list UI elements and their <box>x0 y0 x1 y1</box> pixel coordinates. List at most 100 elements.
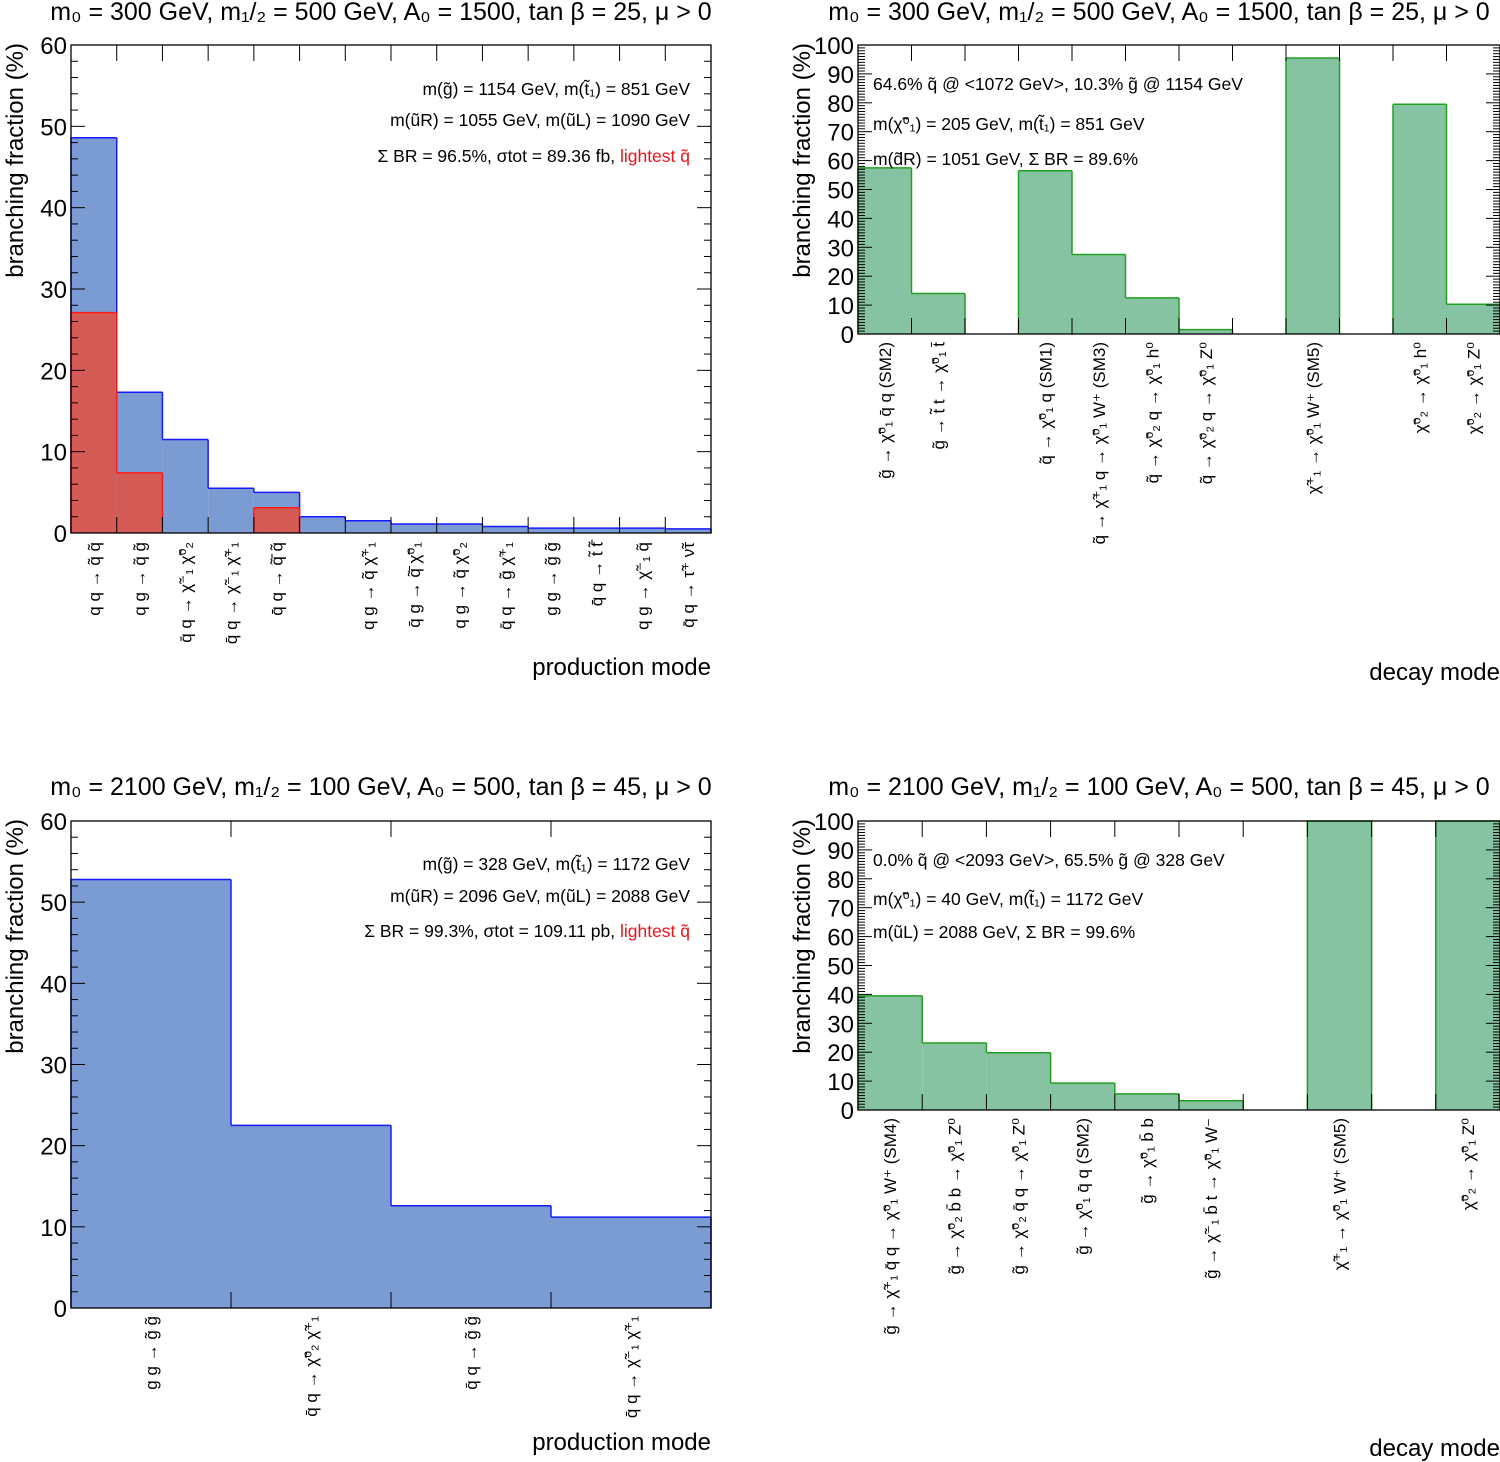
y-tick-label: 40 <box>827 206 854 233</box>
info-line: m(g̃) = 328 GeV, m(t̃₁) = 1172 GeV <box>422 854 690 874</box>
info-line: m(ũR) = 1055 GeV, m(ũL) = 1090 GeV <box>390 110 690 130</box>
chart-top-right: m₀ = 300 GeV, m₁/₂ = 500 GeV, A₀ = 1500,… <box>789 0 1500 686</box>
y-tick-label: 50 <box>827 954 854 981</box>
bar-decays-10 <box>1393 104 1447 335</box>
bar-decays-8 <box>1286 58 1340 334</box>
bar-decays-0 <box>858 995 923 1110</box>
category-label: χ̃⁰₂ → χ̃⁰₁ h⁰ <box>1411 342 1430 433</box>
y-tick-label: 0 <box>841 322 854 349</box>
y-tick-label: 80 <box>827 867 854 894</box>
bar-decays-1 <box>911 293 965 334</box>
x-axis-title: decay mode <box>1369 1435 1500 1462</box>
category-label: g g → g̃ g̃ <box>142 1316 161 1390</box>
y-tick-label: 30 <box>40 277 67 304</box>
y-tick-label: 0 <box>54 521 67 548</box>
lightest-squark-label: lightest q̃ <box>620 921 690 941</box>
info-line: 0.0% q̃ @ <2093 GeV>, 65.5% g̃ @ 328 GeV <box>873 850 1225 870</box>
info-line: m(χ̃⁰₁) = 205 GeV, m(t̃₁) = 851 GeV <box>873 114 1145 134</box>
bar-all-2 <box>162 439 209 533</box>
category-label: q q → q̃ q̃ <box>85 542 104 616</box>
category-label: q̄ q → τ̃⁺ ν̃τ <box>679 542 698 628</box>
y-tick-label: 20 <box>40 1134 67 1161</box>
y-tick-label: 0 <box>54 1296 67 1323</box>
category-label: g̃ → χ̃⁰₂ b̄ b → χ̃⁰₁ Z⁰ <box>945 1118 964 1275</box>
bar-all-3 <box>551 1217 711 1308</box>
category-label: χ̃⁺₁ → χ̃⁰₁ W⁺ (SM5) <box>1304 342 1323 494</box>
info-line: m(ũL) = 2088 GeV, Σ BR = 99.6% <box>873 922 1135 942</box>
chart-bottom-left: m₀ = 2100 GeV, m₁/₂ = 100 GeV, A₀ = 500,… <box>2 773 712 1456</box>
chart-bottom-right: m₀ = 2100 GeV, m₁/₂ = 100 GeV, A₀ = 500,… <box>789 773 1500 1462</box>
y-tick-label: 90 <box>827 838 854 865</box>
info-line: m(d̃R) = 1051 GeV, Σ BR = 89.6% <box>873 149 1138 169</box>
y-tick-label: 60 <box>827 925 854 952</box>
info-line: Σ BR = 96.5%, σtot = 89.36 fb, lightest … <box>377 146 690 166</box>
category-label: q g → χ̃⁻₁ q̃ <box>633 542 652 630</box>
y-tick-label: 100 <box>814 33 854 60</box>
bar-decays-5 <box>1125 297 1179 334</box>
bar-decays-0 <box>858 167 912 334</box>
y-tick-label: 50 <box>827 178 854 205</box>
bar-decays-4 <box>1114 1093 1179 1110</box>
category-label: q̄ q → χ̃⁻₁ χ̃⁺₁ <box>622 1316 641 1418</box>
y-tick-label: 10 <box>827 293 854 320</box>
category-label: q̃ → χ̃⁰₂ q → χ̃⁰₁ Z⁰ <box>1197 342 1216 484</box>
bar-decays-11 <box>1446 304 1500 334</box>
y-tick-label: 30 <box>40 1053 67 1080</box>
y-axis-title: branching fraction (%) <box>2 819 29 1054</box>
bar-lightest-q--1 <box>116 472 163 533</box>
category-label: q̃ → χ̃⁺₁ q → χ̃⁰₁ W⁺ (SM3) <box>1090 342 1109 544</box>
bar-decays-3 <box>1050 1083 1115 1110</box>
category-label: q g → q̃ g̃ <box>131 542 150 616</box>
category-label: g g → g̃ g̃ <box>542 542 561 616</box>
y-tick-label: 10 <box>827 1069 854 1096</box>
bar-decays-1 <box>922 1042 987 1110</box>
x-axis-title: decay mode <box>1369 659 1500 686</box>
bar-all-1 <box>231 1125 391 1308</box>
category-label: g̃ → χ̃⁰₂ q̄ q → χ̃⁰₁ Z⁰ <box>1010 1118 1029 1275</box>
bar-all-10 <box>528 528 574 533</box>
category-label: g̃ → t̃ t → χ̃⁰₁ t̄ <box>929 342 948 450</box>
info-line: m(g̃) = 1154 GeV, m(t̃₁) = 851 GeV <box>422 79 690 99</box>
chart-title: m₀ = 300 GeV, m₁/₂ = 500 GeV, A₀ = 1500,… <box>50 0 711 26</box>
bar-decays-4 <box>1072 254 1126 334</box>
info-line: m(ũR) = 2096 GeV, m(ũL) = 2088 GeV <box>390 886 690 906</box>
y-tick-label: 70 <box>827 120 854 147</box>
bar-all-5 <box>299 516 346 533</box>
bar-all-13 <box>665 528 711 533</box>
y-tick-label: 70 <box>827 896 854 923</box>
y-tick-label: 50 <box>40 890 67 917</box>
bar-all-12 <box>619 528 666 533</box>
bar-all-2 <box>391 1205 551 1308</box>
info-line: Σ BR = 99.3%, σtot = 109.11 pb, lightest… <box>364 921 690 941</box>
y-tick-label: 40 <box>827 982 854 1009</box>
bar-all-9 <box>482 526 529 533</box>
chart-title: m₀ = 2100 GeV, m₁/₂ = 100 GeV, A₀ = 500,… <box>828 773 1489 801</box>
category-label: g̃ → χ̃⁰₁ q̄ q (SM2) <box>876 342 895 479</box>
y-axis-title: branching fraction (%) <box>789 43 816 278</box>
category-label: q̄ q → g̃ g̃ <box>462 1316 481 1390</box>
y-tick-label: 60 <box>827 149 854 176</box>
chart-title: m₀ = 300 GeV, m₁/₂ = 500 GeV, A₀ = 1500,… <box>828 0 1489 26</box>
category-label: χ̃⁺₁ → χ̃⁰₁ W⁺ (SM5) <box>1331 1118 1350 1270</box>
category-label: g̃ → χ̃⁰₁ q̄ q (SM2) <box>1074 1118 1093 1255</box>
category-label: g̃ → χ̃⁺₁ q̄ q → χ̃⁰₁ W⁺ (SM4) <box>881 1118 900 1335</box>
y-tick-label: 90 <box>827 62 854 89</box>
bar-lightest-q--0 <box>71 312 117 533</box>
category-label: q̄ q → χ̃⁻₁ χ̃⁺₁ <box>222 542 241 644</box>
y-tick-label: 40 <box>40 971 67 998</box>
y-tick-label: 80 <box>827 91 854 118</box>
chart-top-left: m₀ = 300 GeV, m₁/₂ = 500 GeV, A₀ = 1500,… <box>2 0 712 681</box>
bar-lightest-q--4 <box>253 507 300 533</box>
y-axis-title: branching fraction (%) <box>789 819 816 1054</box>
category-label: q̄ q → q̃̄ q̃ <box>268 542 287 616</box>
x-axis-title: production mode <box>532 1429 711 1456</box>
y-tick-label: 20 <box>40 358 67 385</box>
bar-all-0 <box>71 879 231 1308</box>
category-label: g̃ → χ̃⁻₁ b̄ t → χ̃⁰₁ W⁻ <box>1202 1118 1221 1279</box>
y-tick-label: 20 <box>827 1040 854 1067</box>
category-label: χ̃⁰₂ → χ̃⁰₁ Z⁰ <box>1459 1118 1478 1210</box>
y-tick-label: 60 <box>40 33 67 60</box>
y-tick-label: 10 <box>40 440 67 467</box>
category-label: q g → q̃ χ̃⁺₁ <box>359 542 378 630</box>
